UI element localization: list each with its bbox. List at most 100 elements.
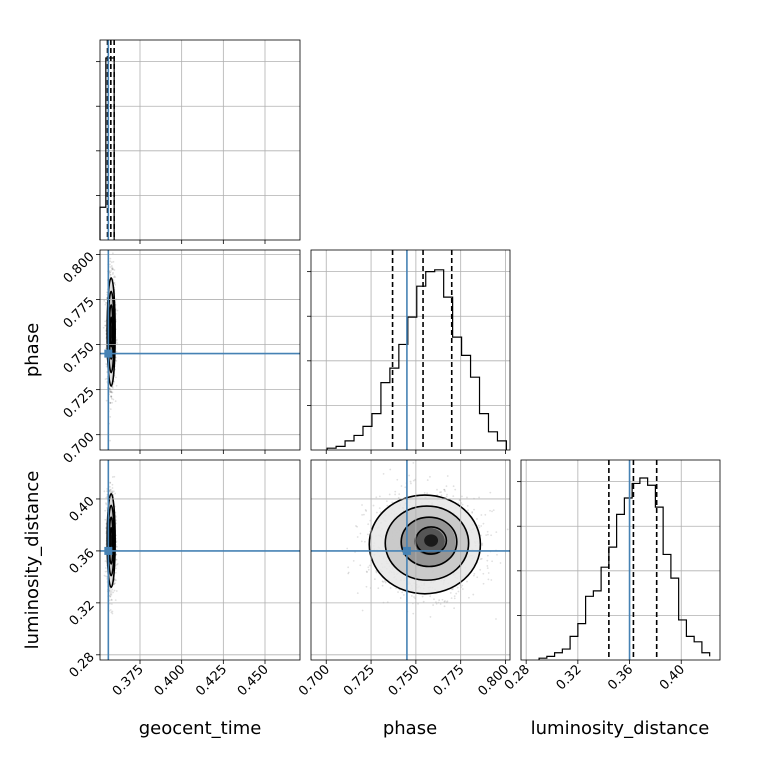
sample-point bbox=[109, 401, 112, 404]
sample-point bbox=[109, 273, 112, 276]
density-level bbox=[110, 534, 112, 547]
sample-point bbox=[410, 482, 412, 485]
truth-marker bbox=[104, 546, 113, 555]
sample-point bbox=[365, 570, 368, 573]
sample-point bbox=[356, 592, 359, 594]
sample-point bbox=[109, 481, 112, 484]
sample-point bbox=[111, 491, 114, 494]
sample-point bbox=[421, 595, 424, 598]
sample-point bbox=[401, 591, 404, 594]
sample-point bbox=[391, 501, 394, 504]
sample-point bbox=[487, 578, 490, 581]
sample-point bbox=[104, 509, 107, 512]
sample-point bbox=[366, 533, 369, 536]
panel-frame bbox=[310, 459, 511, 661]
sample-point bbox=[446, 493, 448, 496]
sample-point bbox=[409, 480, 412, 483]
sample-point bbox=[367, 568, 370, 571]
sample-point bbox=[453, 597, 456, 600]
sample-point bbox=[111, 401, 114, 404]
sample-point bbox=[487, 572, 490, 574]
sample-point bbox=[479, 558, 482, 561]
sample-point bbox=[110, 611, 113, 614]
sample-point bbox=[438, 491, 441, 494]
sample-point bbox=[397, 496, 400, 499]
sample-point bbox=[114, 582, 116, 585]
sample-point bbox=[362, 513, 365, 516]
sample-point bbox=[429, 616, 432, 618]
sample-point bbox=[368, 564, 371, 567]
sample-point bbox=[112, 387, 114, 389]
sample-point bbox=[445, 495, 448, 498]
sample-point bbox=[367, 523, 370, 526]
sample-point bbox=[113, 589, 116, 592]
sample-point bbox=[115, 339, 118, 342]
sample-point bbox=[109, 416, 112, 418]
sample-point bbox=[105, 377, 108, 380]
sample-point bbox=[361, 513, 364, 516]
contour-line bbox=[106, 492, 116, 589]
sample-point bbox=[451, 588, 454, 591]
sample-point bbox=[111, 268, 114, 271]
sample-point bbox=[104, 320, 107, 323]
sample-point bbox=[398, 493, 401, 496]
sample-point bbox=[110, 593, 113, 596]
sample-point bbox=[105, 502, 107, 505]
sample-point bbox=[109, 271, 112, 274]
histogram-phase bbox=[326, 269, 508, 450]
sample-point bbox=[112, 271, 114, 274]
sample-point bbox=[114, 284, 117, 286]
sample-point bbox=[109, 602, 111, 605]
sample-point bbox=[486, 565, 489, 567]
sample-point bbox=[381, 584, 384, 587]
sample-point bbox=[389, 468, 392, 471]
sample-point bbox=[471, 510, 474, 513]
sample-point bbox=[359, 564, 362, 567]
sample-point bbox=[490, 579, 493, 581]
sample-point bbox=[375, 496, 378, 499]
sample-point bbox=[478, 496, 480, 499]
sample-point bbox=[482, 582, 485, 585]
sample-point bbox=[461, 588, 464, 590]
sample-point bbox=[435, 602, 438, 605]
sample-point bbox=[109, 485, 111, 488]
sample-point bbox=[375, 571, 378, 574]
sample-point bbox=[110, 396, 113, 399]
sample-point bbox=[383, 580, 386, 583]
panel-frame bbox=[99, 249, 301, 451]
sample-point bbox=[115, 350, 118, 353]
sample-point bbox=[105, 575, 107, 578]
sample-point bbox=[408, 474, 411, 477]
sample-point bbox=[114, 400, 117, 403]
sample-point bbox=[110, 603, 113, 605]
sample-point bbox=[360, 540, 363, 543]
sample-point bbox=[417, 602, 419, 605]
sample-point bbox=[378, 495, 381, 498]
sample-point bbox=[347, 571, 350, 574]
sample-point bbox=[438, 599, 441, 602]
sample-point bbox=[110, 264, 113, 267]
sample-point bbox=[105, 399, 108, 402]
sample-point bbox=[482, 572, 485, 575]
sample-point bbox=[104, 324, 107, 327]
sample-point bbox=[365, 585, 368, 588]
sample-point bbox=[108, 588, 111, 590]
sample-point bbox=[446, 475, 449, 477]
sample-point bbox=[103, 574, 106, 577]
sample-point bbox=[413, 596, 415, 598]
sample-point bbox=[412, 479, 415, 482]
sample-point bbox=[446, 600, 449, 603]
sample-point bbox=[109, 482, 112, 484]
sample-point bbox=[453, 595, 456, 598]
sample-point bbox=[491, 510, 493, 513]
sample-point bbox=[379, 511, 382, 514]
sample-point bbox=[112, 268, 114, 270]
sample-point bbox=[429, 595, 432, 598]
sample-point bbox=[378, 507, 381, 510]
sample-point bbox=[105, 496, 108, 499]
sample-point bbox=[455, 592, 458, 595]
sample-point bbox=[103, 490, 106, 493]
density-geocent_time-luminosity_distance bbox=[103, 475, 119, 615]
sample-point bbox=[443, 488, 446, 491]
